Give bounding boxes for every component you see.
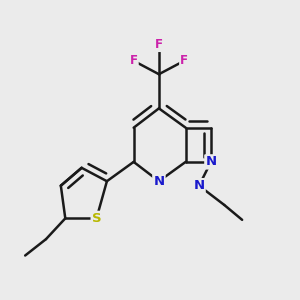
- Text: F: F: [130, 54, 138, 67]
- Text: F: F: [155, 38, 163, 51]
- Text: N: N: [153, 175, 164, 188]
- Text: N: N: [206, 155, 217, 168]
- Text: N: N: [194, 179, 205, 192]
- Text: S: S: [92, 212, 101, 225]
- Text: F: F: [180, 54, 188, 67]
